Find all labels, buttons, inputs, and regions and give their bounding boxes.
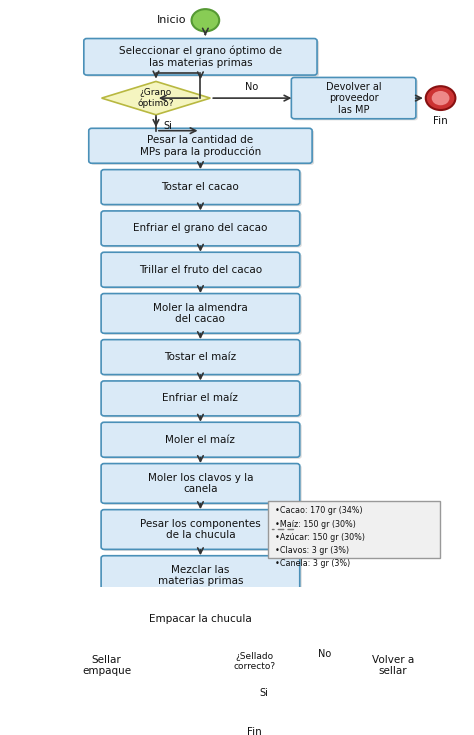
Text: No: No (319, 649, 332, 659)
FancyBboxPatch shape (86, 40, 319, 76)
Circle shape (426, 86, 456, 110)
FancyBboxPatch shape (89, 129, 312, 163)
FancyBboxPatch shape (341, 647, 446, 684)
FancyBboxPatch shape (101, 252, 300, 287)
FancyBboxPatch shape (103, 171, 302, 206)
Text: ¿Sellado
correcto?: ¿Sellado correcto? (234, 652, 276, 671)
FancyBboxPatch shape (103, 557, 302, 597)
FancyBboxPatch shape (101, 381, 300, 416)
FancyBboxPatch shape (343, 649, 447, 685)
Text: Fin: Fin (433, 116, 448, 126)
FancyBboxPatch shape (103, 424, 302, 459)
Text: Si: Si (164, 121, 173, 131)
Text: •Cacao: 170 gr (34%)
•Maíz: 150 gr (30%)
•Azúcar: 150 gr (30%)
•Clavos: 3 gr (3%: •Cacao: 170 gr (34%) •Maíz: 150 gr (30%)… (274, 506, 365, 568)
Text: Enfriar el grano del cacao: Enfriar el grano del cacao (133, 223, 268, 234)
FancyBboxPatch shape (49, 645, 164, 685)
Text: Fin: Fin (247, 726, 262, 735)
FancyBboxPatch shape (101, 340, 300, 375)
FancyBboxPatch shape (101, 602, 300, 637)
FancyBboxPatch shape (84, 38, 317, 75)
FancyBboxPatch shape (101, 422, 300, 457)
FancyBboxPatch shape (293, 79, 418, 121)
FancyBboxPatch shape (292, 77, 416, 119)
FancyBboxPatch shape (101, 293, 300, 333)
Text: Si: Si (260, 688, 269, 698)
Circle shape (240, 698, 270, 722)
Circle shape (191, 9, 219, 32)
FancyBboxPatch shape (101, 464, 300, 503)
Text: Tostar el maíz: Tostar el maíz (164, 352, 237, 362)
Text: Moler el maíz: Moler el maíz (165, 434, 236, 445)
Circle shape (246, 703, 264, 717)
FancyBboxPatch shape (51, 647, 166, 686)
FancyBboxPatch shape (101, 556, 300, 595)
Text: Moler los clavos y la
canela: Moler los clavos y la canela (148, 473, 253, 494)
FancyBboxPatch shape (101, 211, 300, 246)
Text: Tostar el cacao: Tostar el cacao (162, 182, 239, 192)
FancyBboxPatch shape (103, 512, 302, 551)
FancyBboxPatch shape (103, 295, 302, 335)
FancyBboxPatch shape (103, 341, 302, 376)
Text: Pesar los componentes
de la chucula: Pesar los componentes de la chucula (140, 519, 261, 540)
Text: Pesar la cantidad de
MPs para la producción: Pesar la cantidad de MPs para la producc… (140, 135, 261, 157)
FancyBboxPatch shape (268, 501, 439, 558)
Text: Sellar
empaque: Sellar empaque (82, 655, 131, 676)
Text: ¿Grano
óptimo?: ¿Grano óptimo? (138, 88, 174, 108)
FancyBboxPatch shape (103, 212, 302, 248)
Text: Moler la almendra
del cacao: Moler la almendra del cacao (153, 303, 248, 324)
FancyBboxPatch shape (101, 509, 300, 549)
FancyBboxPatch shape (103, 603, 302, 638)
Text: Trillar el fruto del cacao: Trillar el fruto del cacao (139, 265, 262, 275)
Polygon shape (203, 648, 307, 683)
FancyBboxPatch shape (103, 382, 302, 417)
Text: Mezclar las
materias primas: Mezclar las materias primas (158, 564, 243, 587)
Polygon shape (101, 82, 210, 115)
Text: No: No (245, 82, 258, 92)
Circle shape (432, 91, 449, 105)
FancyBboxPatch shape (91, 130, 314, 165)
FancyBboxPatch shape (101, 170, 300, 204)
Text: Volver a
sellar: Volver a sellar (372, 655, 414, 676)
FancyBboxPatch shape (103, 254, 302, 289)
Text: Seleccionar el grano óptimo de
las materias primas: Seleccionar el grano óptimo de las mater… (119, 46, 282, 68)
FancyBboxPatch shape (103, 465, 302, 505)
Text: Enfriar el maíz: Enfriar el maíz (163, 393, 238, 404)
Text: Devolver al
proveedor
las MP: Devolver al proveedor las MP (326, 82, 382, 115)
Text: Inicio: Inicio (157, 15, 187, 25)
Text: Empacar la chucula: Empacar la chucula (149, 614, 252, 624)
